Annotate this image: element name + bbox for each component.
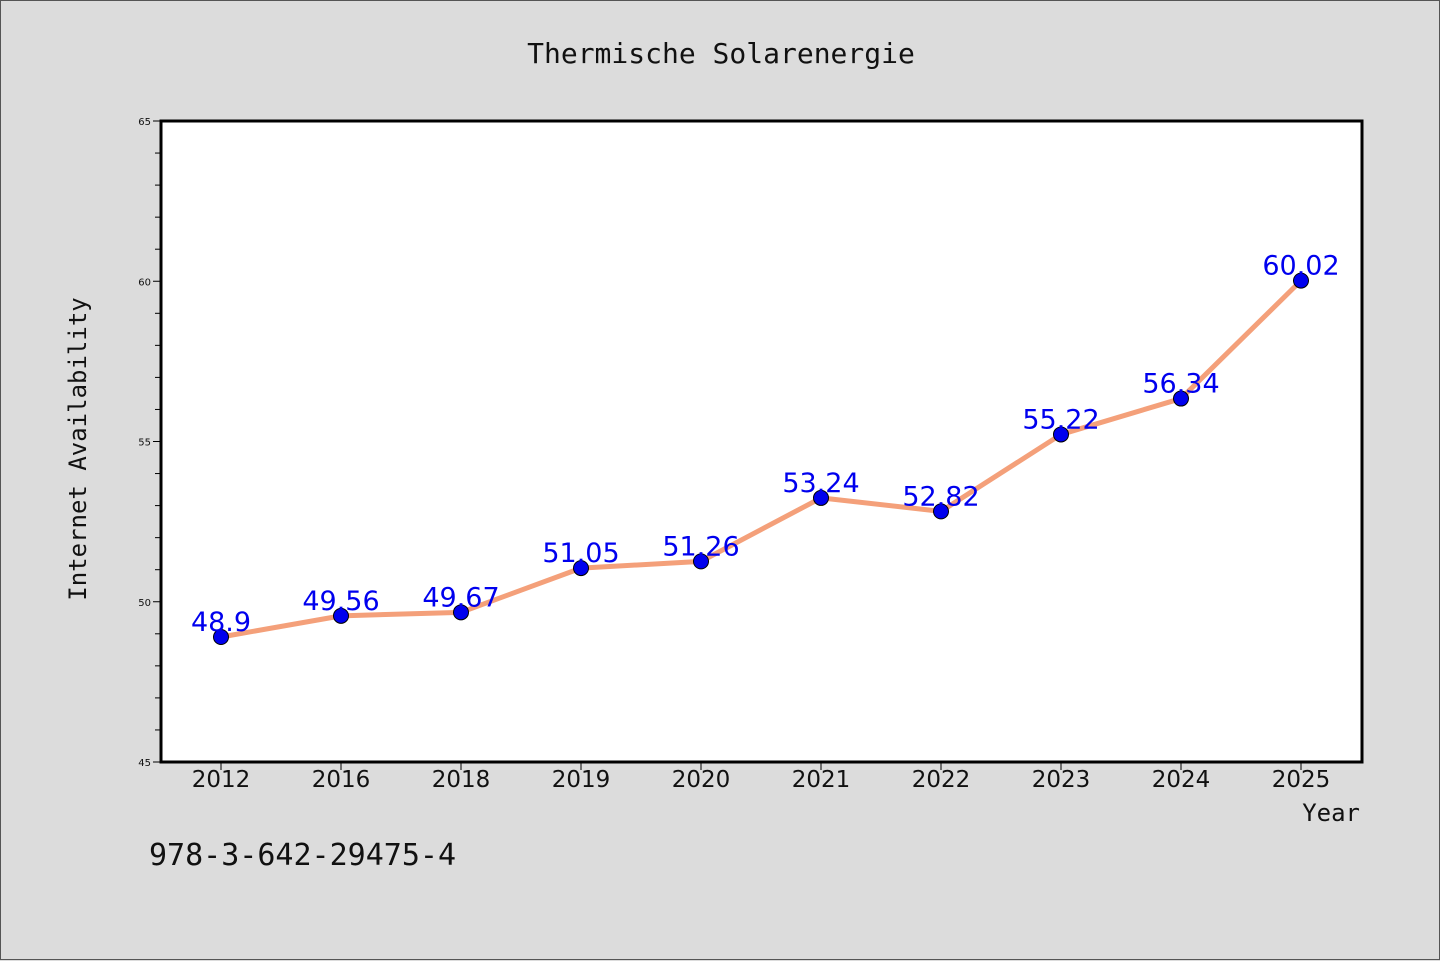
data-label: 56.34 (1142, 369, 1219, 400)
data-label: 48.9 (191, 607, 251, 638)
chart-title: Thermische Solarenergie (527, 37, 915, 70)
y-tick-label: 65 (138, 117, 151, 128)
data-label: 60.02 (1262, 251, 1339, 282)
x-tick-label: 2021 (792, 767, 851, 793)
data-label: 52.82 (902, 481, 979, 512)
y-tick-label: 60 (138, 277, 151, 288)
data-point (1293, 272, 1309, 289)
y-axis: 45 50 55 60 65 (138, 117, 161, 769)
y-tick-label: 45 (138, 758, 151, 769)
data-point (573, 560, 589, 577)
y-axis-label: Internet Availability (64, 297, 92, 600)
x-tick-label: 2024 (1152, 767, 1211, 793)
data-label: 49.56 (302, 586, 379, 617)
x-tick-label: 2012 (192, 767, 251, 793)
x-tick-label: 2025 (1272, 767, 1331, 793)
data-point (213, 629, 229, 646)
data-point (1173, 390, 1189, 407)
data-label: 53.24 (782, 468, 859, 499)
series-line (218, 278, 1304, 640)
data-label: 51.26 (662, 531, 739, 562)
data-label: 55.22 (1022, 404, 1099, 435)
x-tick-label: 2016 (312, 767, 371, 793)
data-point (453, 604, 469, 621)
plot-area (159, 119, 1364, 764)
y-tick-label: 55 (138, 438, 151, 449)
x-axis-label: Year (1302, 799, 1360, 827)
x-tick-label: 2019 (552, 767, 611, 793)
data-label: 51.05 (542, 538, 619, 569)
x-tick-label: 2018 (432, 767, 491, 793)
x-tick-label: 2020 (672, 767, 731, 793)
y-tick-label: 50 (138, 598, 151, 609)
x-tick-label: 2023 (1032, 767, 1091, 793)
data-point (693, 553, 709, 570)
x-tick-label: 2022 (912, 767, 971, 793)
x-axis: 2012 2016 2018 2019 2020 2021 2022 2023 2024 2025 (192, 762, 1331, 793)
data-point (813, 489, 829, 506)
data-point (333, 607, 349, 624)
footer-code: 978-3-642-29475-4 (149, 838, 456, 873)
data-label: 49.67 (422, 582, 499, 613)
data-point (933, 503, 949, 520)
series-group: 48.9 49.56 49.67 51.05 51.26 53.24 52.82 55.22 5… (191, 251, 1340, 646)
data-point (1053, 426, 1069, 443)
